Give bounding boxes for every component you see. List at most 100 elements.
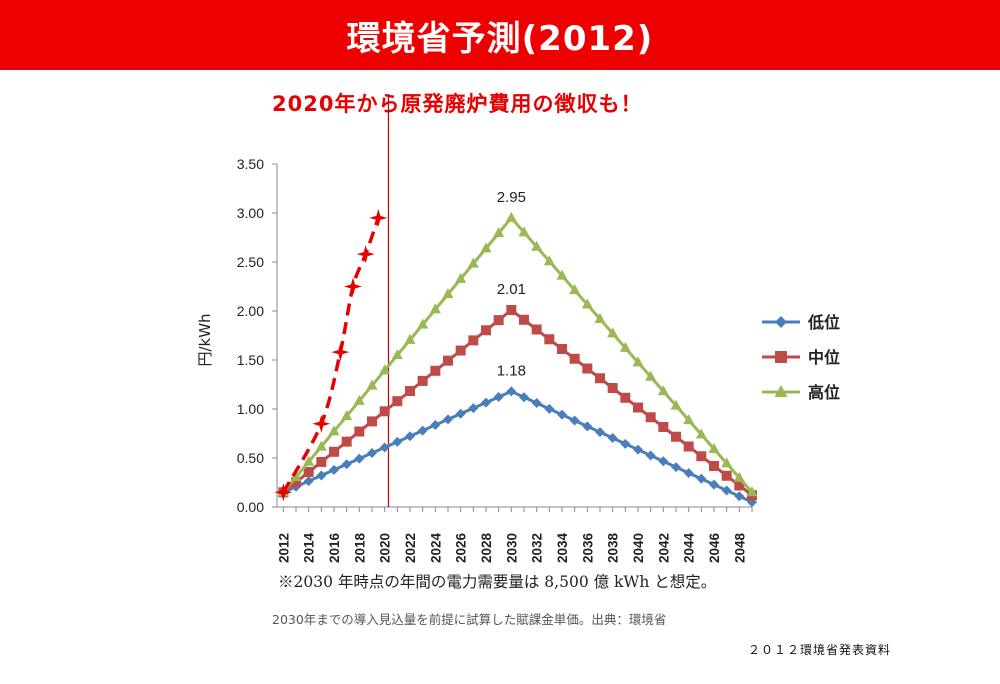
data-point-low	[493, 391, 504, 402]
star-marker	[356, 245, 375, 264]
data-point-low	[607, 432, 618, 443]
data-point-mid	[658, 422, 669, 433]
data-point-mid	[367, 416, 377, 427]
data-point-low	[392, 436, 403, 447]
data-point-high	[569, 284, 581, 295]
data-point-mid	[519, 314, 529, 325]
data-point-low	[582, 421, 593, 432]
data-point-low	[481, 397, 491, 408]
data-point-low	[709, 479, 719, 490]
y-tick-label: 2.50	[237, 254, 264, 270]
data-point-low	[354, 453, 365, 464]
data-point-mid	[341, 436, 352, 447]
data-point-high	[556, 269, 568, 280]
footnote: ※2030 年時点の年間の電力需要量は 8,500 億 kWh と想定。	[278, 573, 717, 591]
x-tick-label: 2018	[352, 532, 367, 563]
data-point-high	[683, 414, 695, 425]
data-point-low	[557, 409, 567, 420]
x-tick-label: 2034	[555, 532, 570, 563]
data-point-low	[519, 392, 529, 403]
document-label: ２０１２環境省発表資料	[748, 643, 892, 657]
series-line-mid	[282, 308, 753, 497]
data-point-low	[734, 491, 745, 502]
data-point-low	[379, 442, 390, 453]
data-point-high	[379, 364, 391, 375]
data-point-high	[366, 379, 378, 390]
x-tick-label: 2014	[302, 532, 317, 563]
data-point-high	[480, 242, 492, 253]
data-point-low	[595, 427, 605, 438]
data-point-high	[619, 341, 631, 352]
x-tick-label: 2036	[580, 532, 595, 563]
data-point-high	[594, 312, 606, 323]
data-point-mid	[417, 375, 428, 386]
y-tick-label: 0.00	[237, 499, 264, 515]
star-marker	[344, 277, 362, 296]
data-point-high	[303, 455, 315, 466]
data-point-mid	[645, 412, 656, 423]
data-point-low	[405, 431, 415, 442]
data-point-high	[328, 425, 340, 436]
data-point-low	[506, 386, 517, 397]
x-tick-label: 2012	[276, 533, 291, 563]
data-point-high	[290, 471, 302, 482]
data-point-mid	[582, 363, 593, 374]
data-point-high	[417, 318, 429, 329]
x-tick-label: 2046	[707, 532, 722, 563]
data-point-low	[367, 448, 377, 459]
data-point-mid	[468, 335, 479, 346]
x-tick-label: 2030	[504, 533, 519, 563]
data-point-mid	[544, 334, 555, 345]
subtitle: 2020年から原発廃炉費用の徴収も！	[272, 92, 643, 116]
legend-label-low: 低位	[807, 313, 840, 332]
data-point-mid	[291, 477, 301, 488]
data-point-low	[645, 450, 656, 461]
star-marker	[312, 414, 331, 433]
data-point-high	[353, 394, 365, 405]
data-point-high	[695, 428, 707, 439]
data-point-high	[467, 257, 479, 268]
data-point-low	[329, 464, 339, 475]
data-point-mid	[405, 386, 415, 397]
data-point-high	[632, 356, 644, 367]
x-tick-label: 2040	[631, 533, 646, 563]
data-point-low	[696, 473, 707, 484]
data-point-mid	[633, 402, 643, 413]
legend-marker-mid	[775, 351, 787, 363]
data-point-mid	[709, 460, 719, 471]
data-point-high	[721, 457, 733, 468]
data-point-low	[633, 444, 643, 455]
star-marker	[274, 483, 293, 502]
data-point-low	[341, 459, 352, 470]
data-point-mid	[531, 324, 542, 335]
peak-label-mid: 2.01	[497, 281, 526, 298]
data-point-mid	[671, 431, 681, 442]
data-point-high	[518, 226, 530, 237]
peak-label-low: 1.18	[497, 362, 526, 379]
data-point-low	[316, 470, 327, 481]
data-point-low	[468, 403, 479, 414]
data-point-high	[670, 399, 682, 410]
data-point-mid	[493, 315, 504, 326]
data-point-high	[708, 442, 720, 453]
legend-marker-low	[775, 316, 787, 328]
data-point-low	[683, 467, 694, 478]
star-marker	[369, 208, 388, 227]
data-point-high	[733, 471, 745, 482]
data-point-high	[531, 240, 543, 251]
y-tick-label: 1.00	[237, 401, 264, 417]
x-tick-label: 2020	[378, 533, 393, 563]
data-point-mid	[569, 353, 580, 364]
data-point-high	[442, 288, 454, 299]
data-point-high	[657, 385, 669, 396]
data-point-mid	[430, 365, 441, 376]
x-tick-label: 2022	[403, 533, 418, 563]
data-point-low	[671, 462, 681, 473]
page-title: 環境省予測(2012)	[346, 18, 654, 59]
data-point-high	[315, 440, 327, 451]
data-point-low	[544, 403, 555, 414]
data-point-high	[493, 227, 505, 238]
data-point-mid	[620, 392, 631, 403]
source-note: 2030年までの導入見込量を前提に試算した賦課金単価。出典：環境省	[272, 612, 667, 627]
